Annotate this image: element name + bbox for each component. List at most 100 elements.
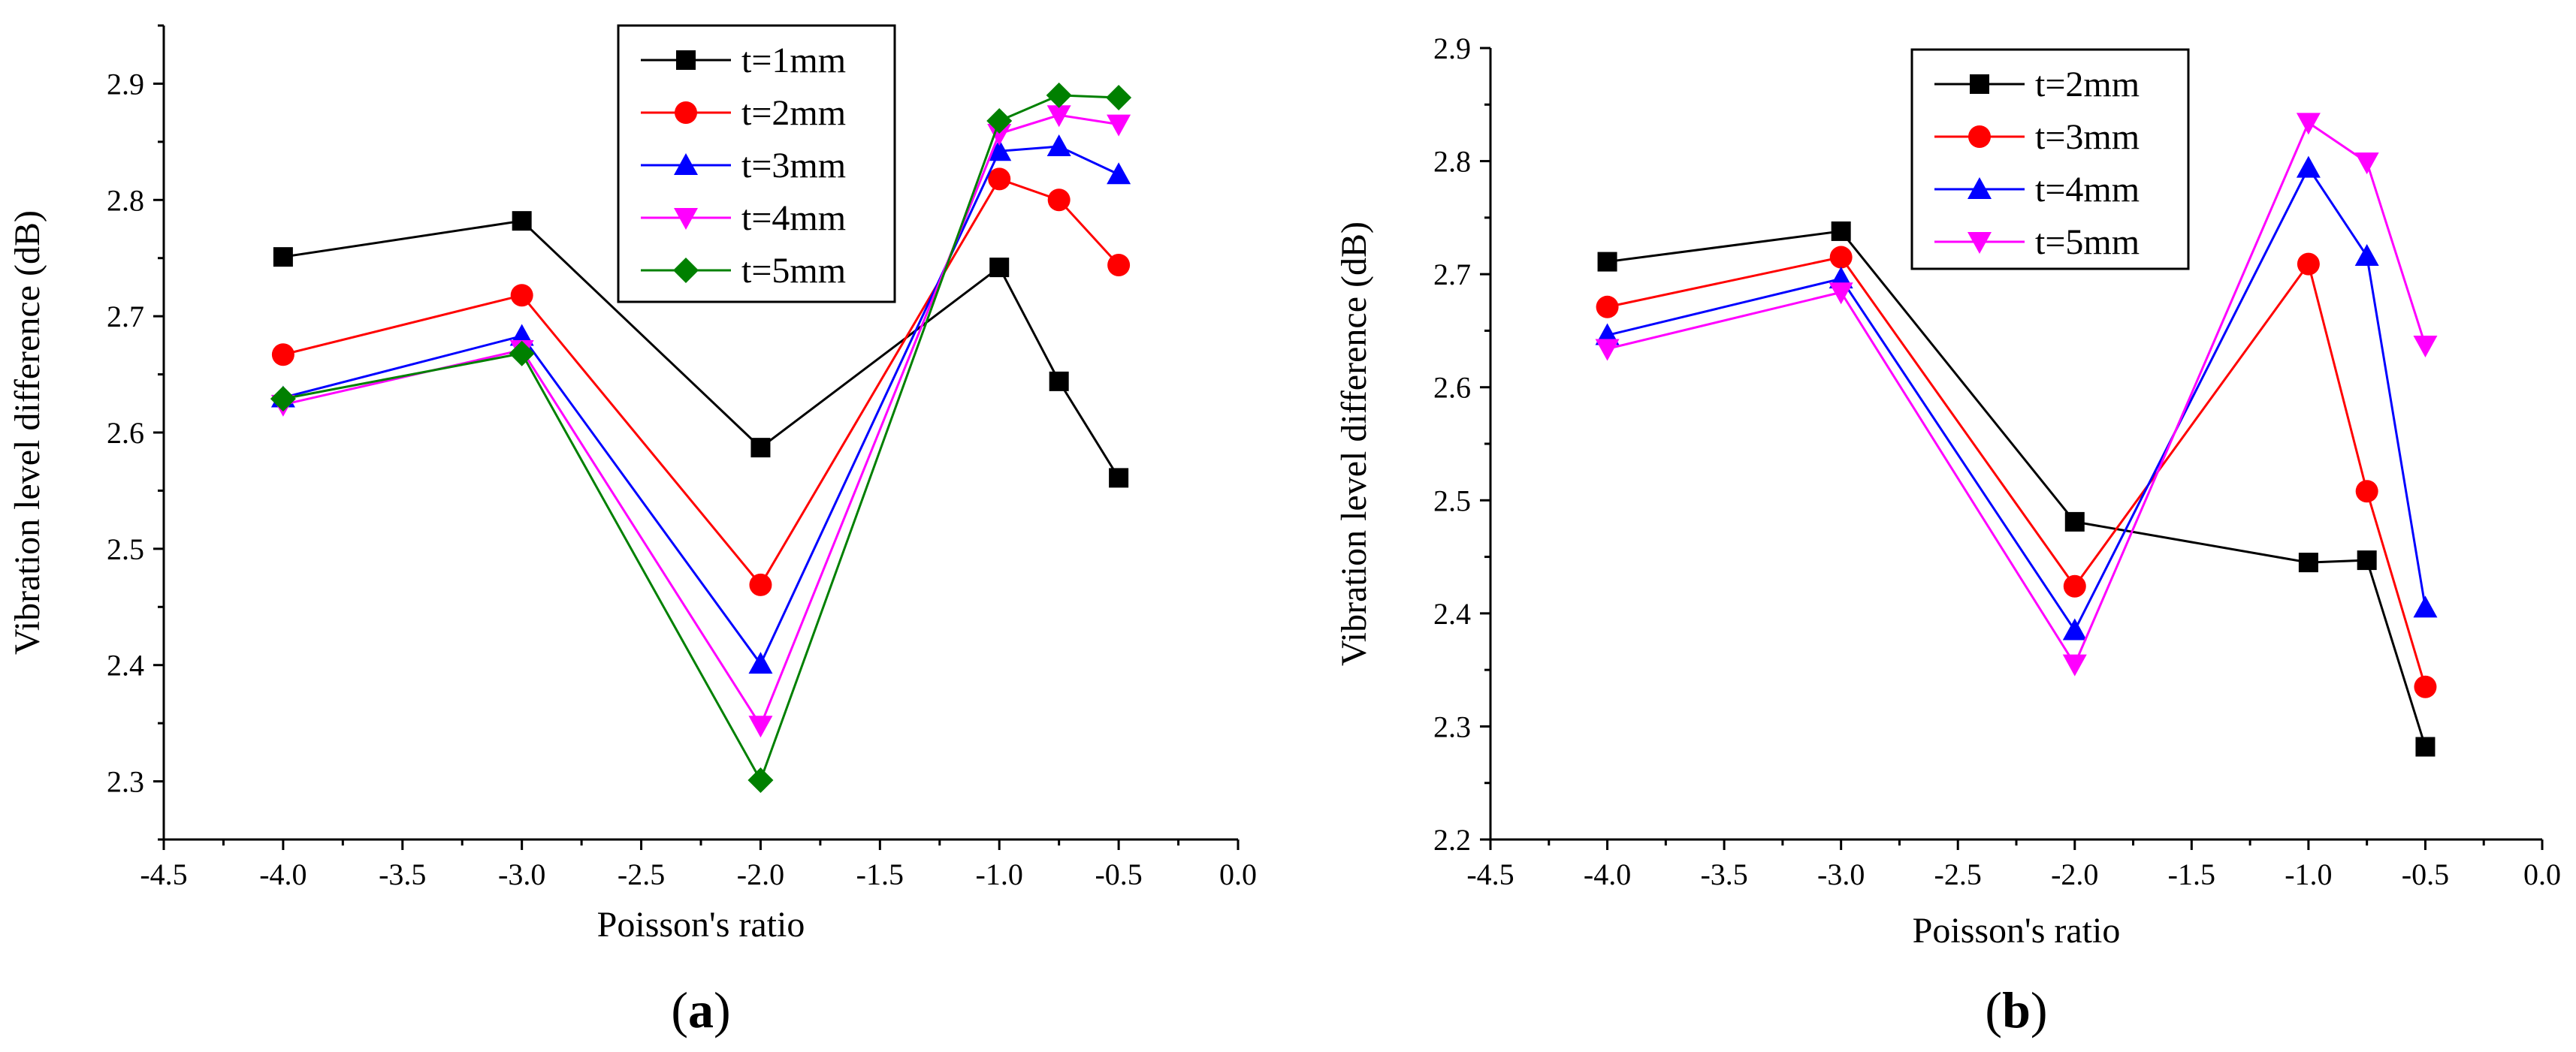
y-tick-label: 2.8 bbox=[107, 183, 144, 217]
data-point bbox=[748, 652, 773, 674]
panel-label-letter: b bbox=[2002, 981, 2031, 1038]
data-point bbox=[270, 386, 296, 412]
legend-label: t=3mm bbox=[2035, 117, 2140, 157]
data-point bbox=[986, 107, 1013, 134]
legend-label: t=2mm bbox=[2035, 65, 2140, 104]
legend-marker bbox=[674, 208, 698, 230]
x-tick-label: -1.0 bbox=[976, 858, 1023, 891]
data-point bbox=[1829, 246, 1853, 269]
legend-marker bbox=[1967, 177, 1992, 199]
panel-label-letter: a bbox=[688, 981, 714, 1038]
data-point bbox=[1046, 134, 1071, 157]
data-point bbox=[512, 211, 532, 231]
data-point bbox=[748, 716, 773, 738]
legend-marker bbox=[676, 50, 696, 70]
panel-a: -4.5 -4.0 -3.5 -3.0 -2.5 -2.0 -1.5 -1.0 -0.5 0.0 2… bbox=[8, 24, 1257, 1038]
series-t=5mm bbox=[1595, 113, 2438, 677]
y-tick-label: 2.9 bbox=[107, 67, 144, 101]
data-point bbox=[1107, 254, 1131, 277]
legend-box bbox=[617, 24, 896, 303]
data-point bbox=[1107, 162, 1131, 185]
y-tick-label: 2.3 bbox=[107, 765, 144, 799]
legend-label: t=1mm bbox=[741, 41, 846, 80]
x-tick-label: -2.5 bbox=[1934, 858, 1982, 891]
series-t=2mm bbox=[1597, 221, 2436, 757]
y-tick-label: 2.7 bbox=[1433, 258, 1471, 291]
x-tick-label: -1.5 bbox=[2168, 858, 2215, 891]
legend-marker bbox=[1970, 74, 1989, 94]
x-tick-label: -4.0 bbox=[259, 858, 307, 891]
legend-marker bbox=[1968, 125, 1991, 148]
data-point bbox=[1046, 82, 1072, 108]
data-point bbox=[750, 438, 771, 458]
x-tick-label: -3.0 bbox=[1817, 858, 1865, 891]
data-point bbox=[988, 167, 1011, 191]
panel-label: (a) bbox=[671, 981, 730, 1038]
series-line bbox=[1607, 255, 2427, 688]
y-tick-label: 2.3 bbox=[1433, 710, 1471, 743]
series-t=2mm bbox=[271, 167, 1131, 596]
data-point bbox=[2357, 550, 2377, 571]
x-axis-title: Poisson's ratio bbox=[1913, 911, 2121, 951]
data-point bbox=[1046, 105, 1071, 128]
x-axis-title: Poisson's ratio bbox=[597, 905, 805, 945]
y-tick-label: 2.5 bbox=[1433, 484, 1471, 517]
data-point bbox=[987, 124, 1012, 146]
series-t=1mm bbox=[273, 211, 1129, 488]
x-tick-label: -4.0 bbox=[1584, 858, 1631, 891]
data-point bbox=[2355, 480, 2378, 503]
data-point bbox=[1047, 188, 1071, 212]
series-line bbox=[282, 177, 1120, 587]
data-point bbox=[749, 573, 772, 596]
data-point bbox=[2064, 511, 2085, 532]
series-line bbox=[282, 219, 1120, 479]
data-point bbox=[2354, 152, 2379, 175]
panel-label-open: ( bbox=[1985, 981, 2002, 1038]
data-point bbox=[2415, 737, 2436, 757]
y-axis-title: Vibration level difference (dB) bbox=[1334, 222, 1374, 666]
panel-label-close: ) bbox=[2031, 981, 2048, 1038]
data-point bbox=[273, 247, 293, 267]
legend-marker bbox=[675, 101, 697, 124]
data-point bbox=[2296, 155, 2321, 178]
x-tick-label: -4.5 bbox=[1466, 858, 1514, 891]
y-tick-label: 2.7 bbox=[107, 300, 144, 333]
x-tick-label: -3.0 bbox=[498, 858, 545, 891]
data-point bbox=[989, 258, 1010, 278]
legend-marker bbox=[674, 153, 698, 175]
panel-label-open: ( bbox=[671, 981, 688, 1038]
x-tick-label: -3.5 bbox=[379, 858, 426, 891]
data-point bbox=[1109, 468, 1129, 488]
legend-label: t=4mm bbox=[2035, 170, 2140, 209]
data-point bbox=[1829, 282, 1853, 305]
panel-label: (b) bbox=[1985, 981, 2047, 1038]
data-point bbox=[2297, 252, 2320, 276]
y-tick-label: 2.4 bbox=[1433, 597, 1471, 631]
legend-box bbox=[1910, 48, 2190, 270]
legend-label: t=5mm bbox=[741, 251, 846, 291]
y-axis-title: Vibration level difference (dB) bbox=[8, 210, 47, 655]
x-tick-label: -3.5 bbox=[1700, 858, 1747, 891]
data-point bbox=[1831, 221, 1851, 241]
legend-marker bbox=[1967, 232, 1992, 254]
data-point bbox=[2414, 675, 2437, 698]
series-line bbox=[1607, 165, 2427, 633]
x-tick-label: -0.5 bbox=[1095, 858, 1142, 891]
data-point bbox=[2354, 244, 2379, 267]
x-tick-label: 0.0 bbox=[1219, 858, 1257, 891]
y-tick-label: 2.5 bbox=[107, 532, 144, 566]
x-tick-label: -1.0 bbox=[2285, 858, 2332, 891]
panel-label-close: ) bbox=[714, 981, 731, 1038]
legend-label: t=4mm bbox=[741, 198, 846, 238]
x-tick-label: -2.5 bbox=[618, 858, 665, 891]
legend-marker bbox=[673, 258, 699, 283]
y-tick-label: 2.2 bbox=[1433, 823, 1471, 857]
legend-label: t=2mm bbox=[741, 93, 846, 133]
data-point bbox=[2413, 595, 2438, 618]
y-tick-label: 2.6 bbox=[1433, 371, 1471, 405]
series-line bbox=[282, 113, 1119, 728]
x-tick-label: -4.5 bbox=[140, 858, 187, 891]
x-tick-label: -0.5 bbox=[2402, 858, 2449, 891]
